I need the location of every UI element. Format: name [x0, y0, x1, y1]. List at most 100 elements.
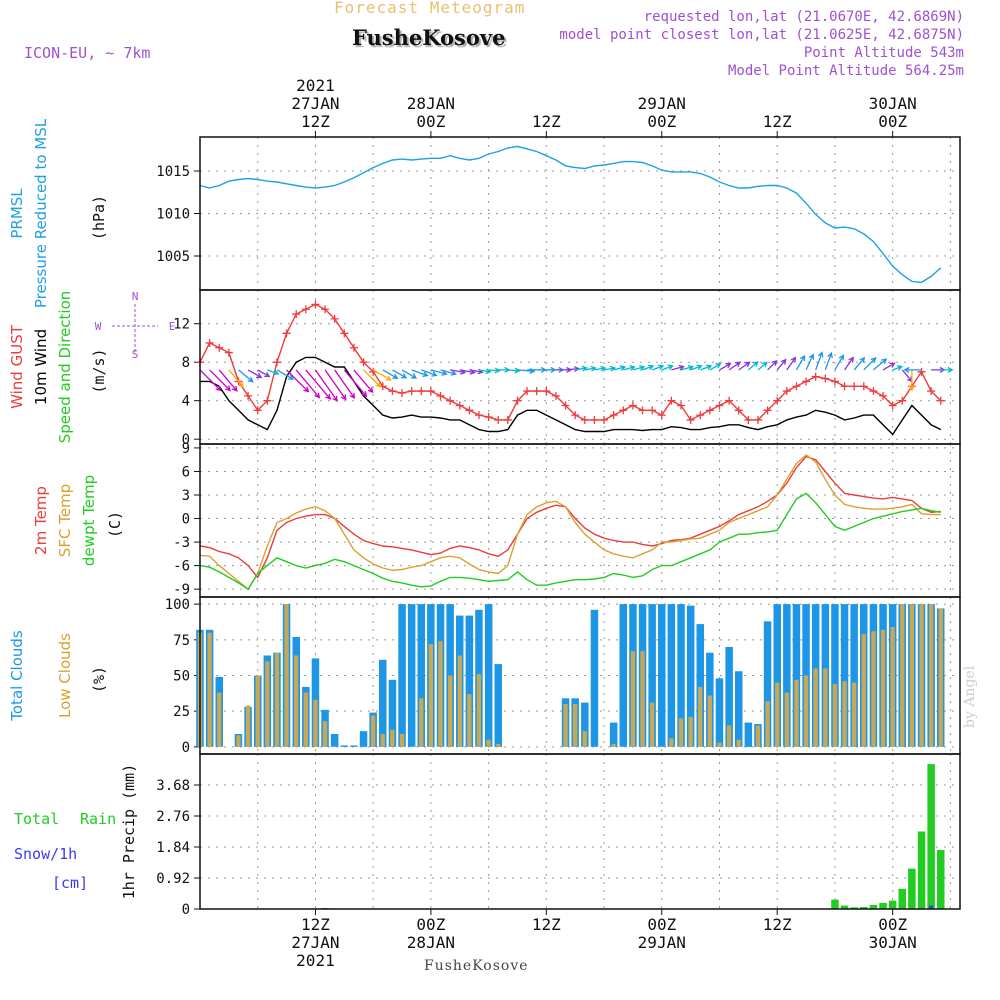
low-clouds-bar [765, 701, 770, 747]
wind-vector-arrow [209, 369, 232, 392]
total-clouds-bar [484, 604, 493, 747]
top-title: Forecast Meteogram [334, 0, 526, 17]
time-label-bottom: 30JAN [869, 933, 917, 952]
time-label-top: 27JAN [291, 94, 339, 113]
low-clouds-bar [813, 668, 818, 747]
low-clouds-bar [871, 631, 876, 747]
rain-bar [888, 900, 897, 909]
compass-e: E [169, 320, 176, 333]
gust-marker [927, 387, 936, 396]
low-clouds-bar [582, 731, 587, 747]
compass-cross [112, 304, 158, 352]
gust-marker [484, 413, 493, 422]
wind-vector-arrow [286, 369, 310, 393]
total-clouds-bar [840, 604, 849, 747]
low-clouds-bar [303, 692, 308, 747]
time-label-top: 30JAN [869, 94, 917, 113]
gust-marker [696, 411, 705, 420]
low-clouds-bar [678, 718, 684, 747]
y-tick-label: 0 [182, 740, 190, 756]
gust-marker [850, 382, 859, 391]
y-tick-label: 6 [182, 464, 190, 480]
gust-marker [879, 391, 888, 400]
gust-marker [417, 387, 426, 396]
wind-vector-arrow [623, 365, 636, 371]
low-clouds-bar [438, 641, 443, 747]
wind-vector-arrow [805, 353, 815, 371]
gust-marker [465, 406, 474, 415]
wind-vector-arrow [295, 369, 321, 399]
low-clouds-bar [832, 684, 838, 747]
wind-vector-arrow [488, 367, 501, 374]
gust-marker [282, 329, 291, 338]
low-clouds-bar [573, 704, 578, 747]
time-label-bottom: 00Z [416, 915, 445, 934]
low-clouds-bar [775, 682, 780, 747]
gust-marker [301, 305, 310, 314]
gust-marker [542, 387, 551, 396]
wind-vector-arrow [228, 369, 244, 388]
low-clouds-bar [794, 679, 799, 747]
total-clouds-bar [696, 624, 704, 747]
time-label-bottom: 12Z [532, 915, 561, 934]
gust-marker [936, 396, 945, 405]
wind-vector-arrow [661, 364, 674, 371]
low-clouds-bar [428, 644, 433, 747]
panel-frame [199, 753, 961, 910]
y-tick-label: -9 [173, 582, 190, 598]
wind-vector-arrow [908, 369, 915, 392]
closest-coords: model point closest lon,lat (21.0625E, 4… [559, 27, 964, 43]
total-clouds-bar [494, 664, 502, 747]
wind-vector-arrow [757, 361, 768, 371]
y-tick-label: 1005 [156, 249, 190, 265]
total-clouds-bar [417, 604, 425, 747]
series-line-10m-wind [200, 356, 942, 436]
low-clouds-bar [784, 692, 789, 747]
y-axis-label: (hPa) [90, 195, 108, 240]
gust-marker [321, 305, 330, 314]
wind-vector-arrow [747, 361, 759, 371]
y-tick-label: 0.92 [156, 871, 190, 887]
rain-bar [869, 905, 878, 909]
panel-pressure: 1005 1010 1015 (hPa) PRMSL Pressure Reduced t… [8, 118, 961, 308]
wind-vector-arrow [363, 369, 382, 388]
low-clouds-bar [207, 632, 212, 747]
gust-marker [773, 396, 782, 405]
axis-title-line: Pressure Reduced to MSL [32, 118, 50, 308]
wind-vector-arrow [411, 369, 429, 378]
total-clouds-bar [715, 678, 724, 747]
wind-vector-arrow [199, 369, 222, 392]
requested-coords: requested lon,lat (21.0670E, 42.6869N) [643, 9, 964, 25]
low-clouds-bar [496, 744, 501, 747]
total-clouds-bar [735, 671, 743, 747]
low-clouds-bar [640, 651, 645, 747]
time-label-top: 28JAN [407, 94, 455, 113]
axis-title-line: Total Clouds [8, 630, 26, 722]
axis-title-line: dewpt Temp [80, 475, 98, 566]
y-tick-label: 0 [182, 432, 190, 448]
y-tick-label: 0 [182, 902, 190, 918]
gust-marker [869, 387, 878, 396]
gust-marker [205, 338, 214, 347]
gust-marker [600, 415, 609, 424]
low-clouds-bar [823, 668, 828, 747]
low-clouds-bar [755, 725, 761, 747]
gust-marker [753, 415, 762, 424]
total-clouds-bar [359, 731, 368, 747]
wind-vector-arrow [834, 354, 844, 371]
wind-vector-arrow [392, 369, 408, 379]
total-clouds-bar [590, 609, 599, 747]
rain-bar [917, 831, 926, 909]
footer-location: FusheKosove [424, 958, 529, 974]
time-label-bottom: 28JAN [407, 933, 455, 952]
time-label-bottom: 2021 [296, 951, 335, 970]
wind-vector-arrow [218, 369, 238, 392]
low-clouds-bar [698, 686, 703, 747]
low-clouds-bar [448, 675, 453, 747]
total-clouds-bar [465, 615, 474, 747]
gust-marker [349, 343, 358, 352]
panel-temperature: -9 -6 -3 0 3 6 9 (C) 2m Temp SFC Temp dewpt Temp [32, 441, 961, 598]
wind-vector-arrow [940, 366, 954, 373]
rain-bar [831, 899, 839, 909]
time-label-bottom: 12Z [301, 915, 330, 934]
